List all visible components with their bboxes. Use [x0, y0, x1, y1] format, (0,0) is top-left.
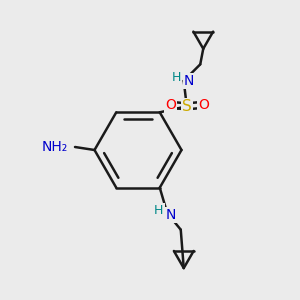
Text: H: H — [154, 204, 164, 217]
Text: S: S — [182, 99, 192, 114]
Text: O: O — [198, 98, 209, 112]
Text: NH₂: NH₂ — [41, 140, 68, 154]
Text: O: O — [165, 98, 176, 112]
Text: N: N — [184, 74, 194, 88]
Text: H: H — [172, 71, 181, 84]
Text: N: N — [166, 208, 176, 222]
